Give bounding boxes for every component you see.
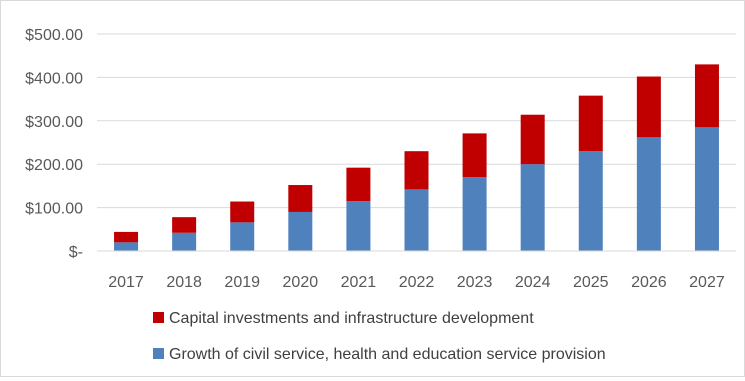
x-tick-label: 2021 [341,274,377,291]
bars [114,64,719,251]
x-tick-label: 2018 [166,274,202,291]
bar-segment-civil-service-2018 [172,232,197,251]
bar-segment-capital-investments-2027 [694,64,719,128]
y-tick-label: $400.00 [25,70,83,87]
bar-segment-civil-service-2021 [346,201,371,251]
bar-segment-civil-service-2025 [578,151,603,251]
x-tick-label: 2022 [399,274,435,291]
y-axis-tick-labels: $- $100.00 $200.00 $300.00 $400.00 $500.00 [25,27,83,261]
bar-segment-capital-investments-2023 [462,133,487,178]
bar-segment-civil-service-2019 [230,222,255,251]
legend-swatch [153,312,164,323]
bar-segment-capital-investments-2022 [404,151,429,190]
y-tick-label: $200.00 [25,157,83,174]
bar-segment-civil-service-2017 [114,242,139,251]
bar-segment-capital-investments-2017 [114,231,139,243]
legend-label: Capital investments and infrastructure d… [169,310,534,327]
x-axis-tick-labels: 2017 2018 2019 2020 2021 2022 2023 2024 2025 2026… [108,274,725,291]
legend-swatch [153,348,164,359]
bar-segment-civil-service-2022 [404,189,429,251]
bar-segment-civil-service-2027 [694,127,719,251]
legend-label: Growth of civil service, health and educ… [169,346,606,363]
x-tick-label: 2023 [457,274,493,291]
x-tick-label: 2026 [631,274,667,291]
bar-segment-capital-investments-2018 [172,217,197,233]
x-tick-label: 2019 [224,274,260,291]
bar-segment-capital-investments-2024 [520,114,545,165]
x-tick-label: 2024 [515,274,551,291]
y-tick-label: $- [69,244,83,261]
bar-segment-capital-investments-2019 [230,201,255,223]
bar-segment-capital-investments-2020 [288,185,313,212]
y-tick-label: $500.00 [25,27,83,44]
bar-segment-civil-service-2023 [462,177,487,251]
x-tick-label: 2020 [283,274,319,291]
x-tick-label: 2027 [689,274,725,291]
gridlines [97,33,736,209]
bar-segment-civil-service-2024 [520,164,545,251]
legend: Capital investments and infrastructure d… [153,310,606,363]
bar-segment-civil-service-2026 [636,137,661,251]
bar-segment-capital-investments-2026 [636,76,661,138]
x-tick-label: 2025 [573,274,609,291]
x-tick-label: 2017 [108,274,144,291]
bar-segment-capital-investments-2021 [346,167,371,202]
bar-segment-civil-service-2020 [288,211,313,251]
bar-segment-capital-investments-2025 [578,95,603,152]
y-tick-label: $100.00 [25,201,83,218]
y-tick-label: $300.00 [25,114,83,131]
